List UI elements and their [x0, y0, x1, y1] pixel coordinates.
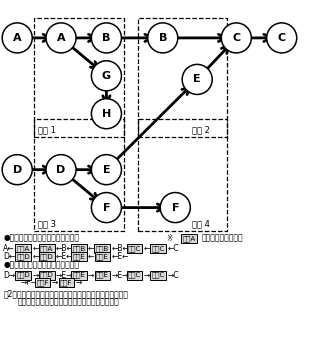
Bar	[138, 119, 227, 231]
Text: ←C: ←C	[167, 244, 179, 253]
Text: A: A	[13, 33, 22, 43]
Text: →E→: →E→	[111, 271, 129, 279]
Text: ●ロットＤからの「追跡」参照手順: ●ロットＤからの「追跡」参照手順	[3, 261, 79, 270]
Ellipse shape	[267, 23, 297, 53]
Text: A: A	[57, 33, 65, 43]
Text: →: →	[32, 271, 38, 279]
Text: 地点 2: 地点 2	[192, 126, 210, 135]
Ellipse shape	[2, 155, 32, 185]
Text: A←: A←	[3, 244, 15, 253]
Text: 図2　流通履歴データベースによるトレーサビリティの概要: 図2 流通履歴データベースによるトレーサビリティの概要	[3, 289, 128, 298]
Text: C: C	[278, 33, 286, 43]
Text: →E→: →E→	[56, 271, 73, 279]
Text: 分割D: 分割D	[40, 253, 54, 260]
Ellipse shape	[46, 23, 76, 53]
Text: 分割A: 分割A	[40, 245, 53, 252]
Bar	[34, 119, 124, 231]
Text: 等はイベントを表す: 等はイベントを表す	[201, 234, 243, 243]
Ellipse shape	[91, 23, 121, 53]
Text: 地点 3: 地点 3	[38, 219, 56, 229]
Text: H: H	[102, 109, 111, 119]
Ellipse shape	[91, 99, 121, 129]
Text: 入荷A: 入荷A	[17, 245, 30, 252]
Bar	[138, 18, 227, 137]
Text: B: B	[102, 33, 110, 43]
Text: ※: ※	[166, 234, 172, 243]
Ellipse shape	[148, 23, 178, 53]
Ellipse shape	[91, 155, 121, 185]
Text: ←B←: ←B←	[111, 244, 129, 253]
Text: C: C	[232, 33, 240, 43]
Text: 出荷C: 出荷C	[151, 245, 165, 252]
Text: 入荷F: 入荷F	[60, 279, 72, 286]
Ellipse shape	[221, 23, 251, 53]
Text: 入荷D: 入荷D	[16, 253, 30, 260]
Text: 入荷A: 入荷A	[183, 235, 196, 242]
Text: D←: D←	[3, 252, 15, 261]
Text: 統合C: 統合C	[128, 245, 141, 252]
Text: →: →	[52, 278, 58, 287]
Text: ●ロットＣからの「遡及」参照手順: ●ロットＣからの「遡及」参照手順	[3, 234, 79, 243]
Ellipse shape	[182, 64, 212, 95]
Text: 入荷D: 入荷D	[16, 272, 30, 278]
Bar	[34, 18, 124, 137]
Text: →C: →C	[167, 271, 179, 279]
Text: 矢印は、流通過程におけるロットの流れを表す。: 矢印は、流通過程におけるロットの流れを表す。	[17, 297, 119, 306]
Text: 入荷B: 入荷B	[96, 245, 109, 252]
Text: 出荷E: 出荷E	[72, 253, 85, 260]
Text: ←E←: ←E←	[56, 252, 73, 261]
Text: 入荷E: 入荷E	[96, 253, 109, 260]
Text: →: →	[88, 271, 94, 279]
Ellipse shape	[2, 23, 32, 53]
Ellipse shape	[91, 192, 121, 223]
Text: →: →	[75, 278, 81, 287]
Text: D: D	[13, 165, 22, 175]
Text: 統合C: 統合C	[128, 272, 141, 278]
Text: ←: ←	[88, 252, 94, 261]
Text: 出荷B: 出荷B	[72, 245, 85, 252]
Text: D: D	[56, 165, 66, 175]
Text: G: G	[102, 71, 111, 81]
Text: E: E	[103, 165, 110, 175]
Text: ←: ←	[32, 252, 38, 261]
Text: ←B←: ←B←	[56, 244, 74, 253]
Text: F: F	[172, 203, 179, 213]
Text: 出荷F: 出荷F	[36, 279, 49, 286]
Text: →: →	[144, 271, 150, 279]
Text: ←E←: ←E←	[111, 252, 129, 261]
Text: 出荷E: 出荷E	[72, 272, 85, 278]
Text: ←: ←	[144, 244, 150, 253]
Ellipse shape	[160, 192, 190, 223]
Text: 入荷E: 入荷E	[96, 272, 109, 278]
Text: F: F	[103, 203, 110, 213]
Text: B: B	[159, 33, 167, 43]
Ellipse shape	[46, 155, 76, 185]
Text: 分割D: 分割D	[40, 272, 54, 278]
Text: ←: ←	[32, 244, 38, 253]
Text: 地点 1: 地点 1	[38, 126, 55, 135]
Text: 出荷C: 出荷C	[151, 272, 165, 278]
Text: ←: ←	[88, 244, 94, 253]
Text: 地点 4: 地点 4	[192, 219, 210, 229]
Text: →F→: →F→	[20, 278, 38, 287]
Text: D→: D→	[3, 271, 15, 279]
Text: E: E	[193, 74, 201, 84]
Ellipse shape	[91, 61, 121, 91]
